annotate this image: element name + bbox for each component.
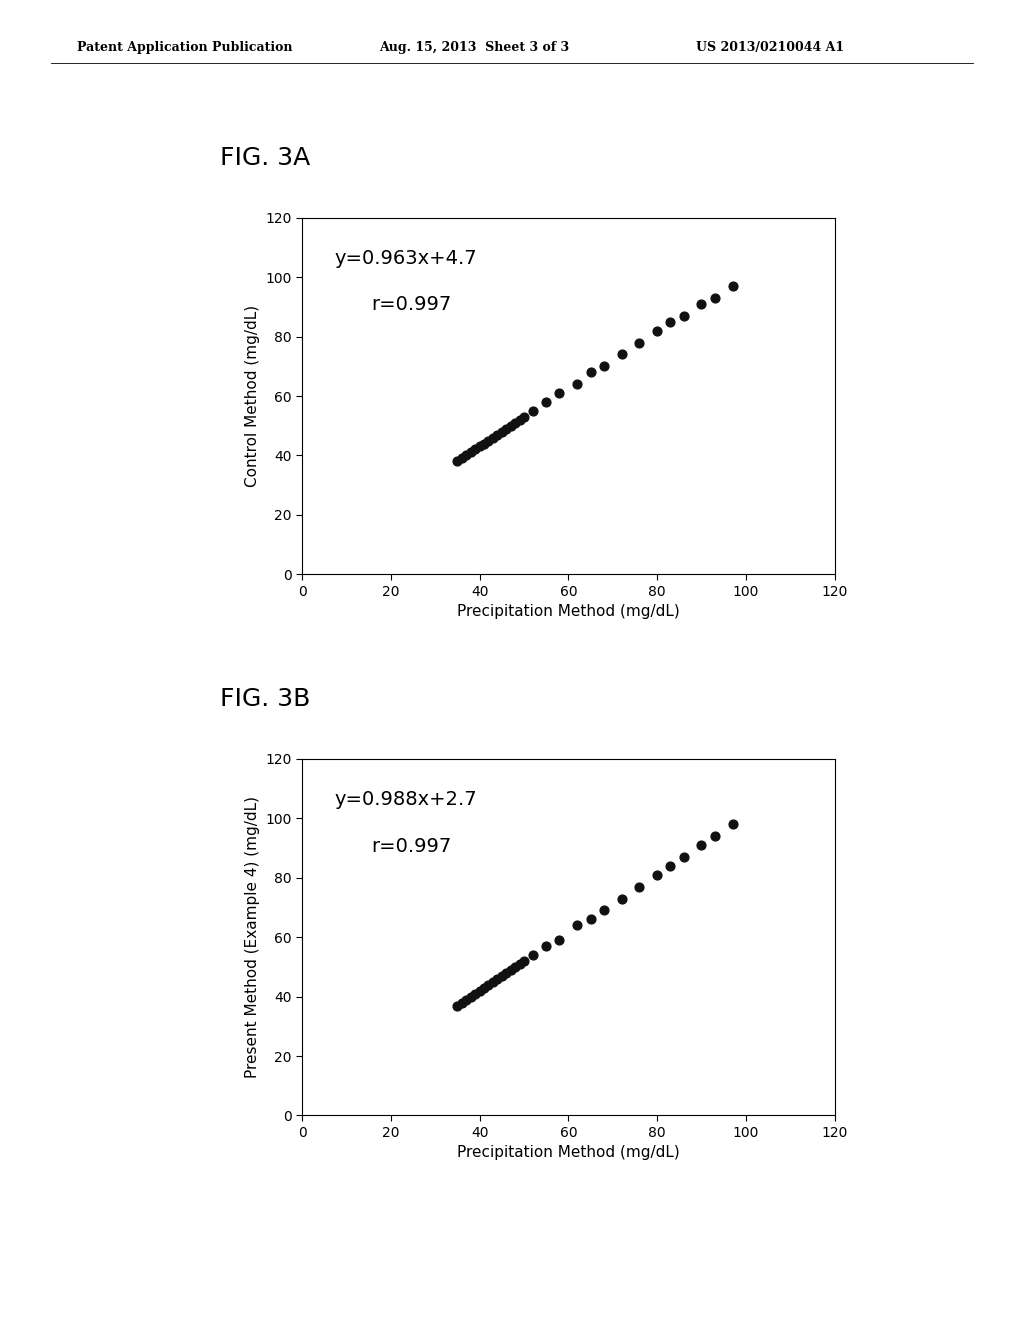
Point	[583, 362, 599, 383]
Point	[663, 312, 679, 333]
Point	[724, 276, 740, 297]
Point	[676, 305, 692, 326]
Point	[471, 436, 487, 457]
Point	[507, 412, 523, 433]
Point	[538, 391, 554, 412]
Point	[569, 374, 586, 395]
X-axis label: Precipitation Method (mg/dL): Precipitation Method (mg/dL)	[457, 1146, 680, 1160]
Point	[450, 995, 466, 1016]
Point	[467, 983, 483, 1005]
Point	[631, 331, 647, 352]
Point	[524, 400, 541, 421]
Point	[569, 915, 586, 936]
Point	[484, 972, 501, 993]
Y-axis label: Present Method (Example 4) (mg/dL): Present Method (Example 4) (mg/dL)	[245, 796, 260, 1078]
Point	[524, 945, 541, 966]
Point	[484, 428, 501, 449]
Text: r=0.997: r=0.997	[372, 837, 452, 855]
Text: y=0.963x+4.7: y=0.963x+4.7	[334, 249, 476, 268]
Point	[454, 993, 470, 1014]
Point	[516, 950, 532, 972]
Point	[613, 343, 630, 364]
Point	[511, 409, 527, 430]
Point	[476, 977, 493, 998]
Point	[511, 953, 527, 974]
Point	[471, 979, 487, 1001]
Point	[676, 846, 692, 867]
Point	[613, 888, 630, 909]
Point	[498, 962, 514, 983]
Point	[463, 442, 479, 463]
Point	[489, 969, 506, 990]
Text: r=0.997: r=0.997	[372, 296, 452, 314]
Point	[551, 929, 567, 950]
Point	[458, 445, 474, 466]
Point	[724, 813, 740, 834]
Point	[693, 293, 710, 314]
Point	[693, 834, 710, 855]
Point	[503, 414, 519, 436]
Point	[480, 430, 497, 451]
X-axis label: Precipitation Method (mg/dL): Precipitation Method (mg/dL)	[457, 605, 680, 619]
Point	[498, 418, 514, 440]
Point	[503, 960, 519, 981]
Point	[649, 319, 666, 341]
Point	[631, 876, 647, 898]
Y-axis label: Control Method (mg/dL): Control Method (mg/dL)	[245, 305, 260, 487]
Point	[663, 855, 679, 876]
Point	[596, 355, 612, 378]
Text: US 2013/0210044 A1: US 2013/0210044 A1	[696, 41, 845, 54]
Point	[649, 865, 666, 886]
Text: FIG. 3B: FIG. 3B	[220, 688, 310, 711]
Point	[467, 438, 483, 461]
Point	[507, 956, 523, 977]
Point	[489, 424, 506, 445]
Point	[476, 433, 493, 454]
Point	[707, 288, 723, 309]
Point	[551, 383, 567, 404]
Text: Patent Application Publication: Patent Application Publication	[77, 41, 292, 54]
Point	[463, 986, 479, 1007]
Point	[516, 407, 532, 428]
Point	[494, 421, 510, 442]
Text: y=0.988x+2.7: y=0.988x+2.7	[334, 791, 476, 809]
Point	[450, 451, 466, 473]
Point	[583, 908, 599, 929]
Point	[707, 826, 723, 847]
Point	[596, 900, 612, 921]
Point	[538, 936, 554, 957]
Point	[494, 965, 510, 986]
Point	[480, 974, 497, 995]
Point	[454, 447, 470, 469]
Point	[458, 989, 474, 1010]
Text: FIG. 3A: FIG. 3A	[220, 147, 310, 170]
Text: Aug. 15, 2013  Sheet 3 of 3: Aug. 15, 2013 Sheet 3 of 3	[379, 41, 569, 54]
